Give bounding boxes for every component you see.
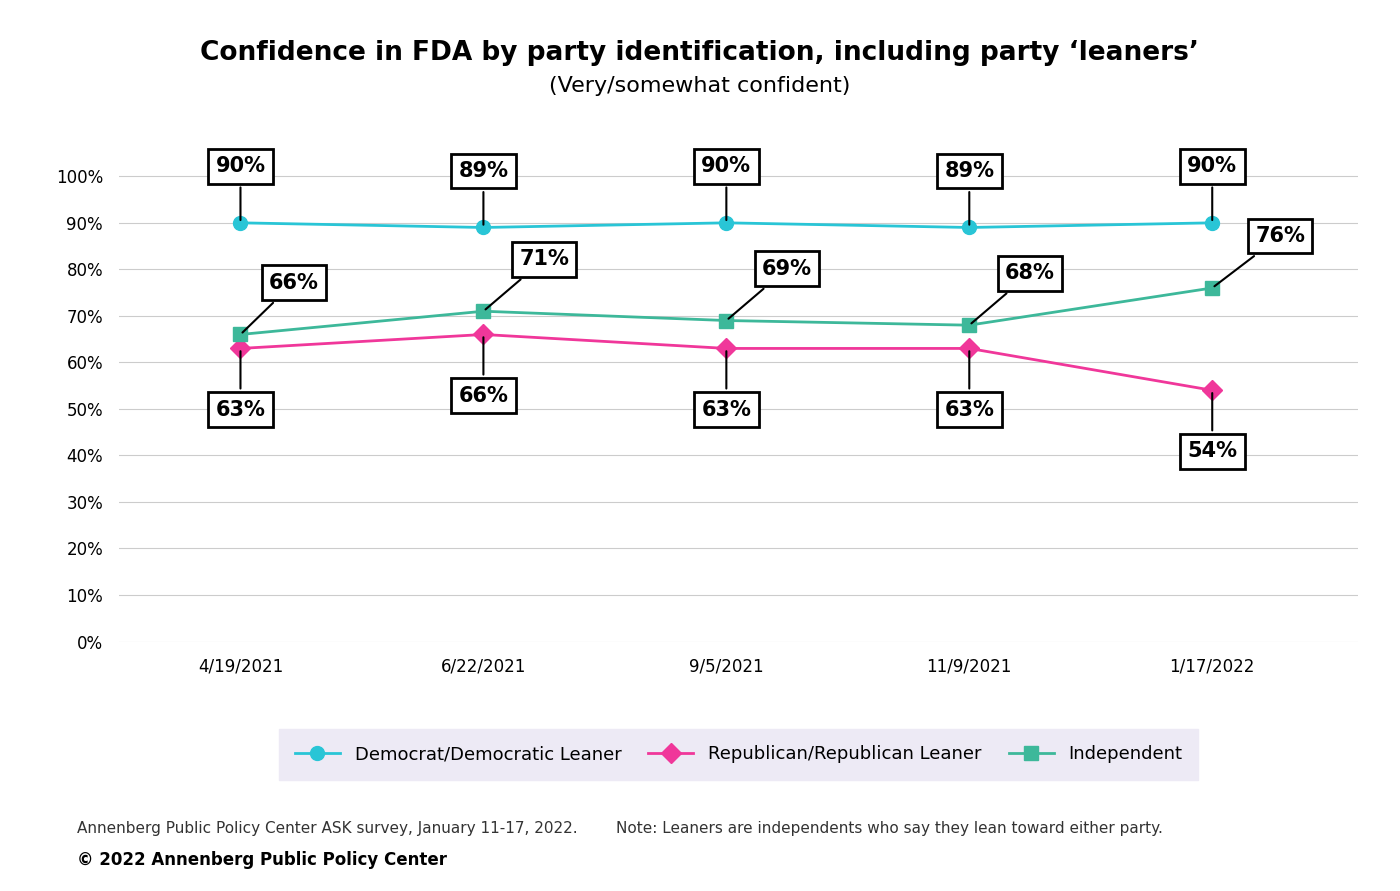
Text: 71%: 71% [486,249,568,309]
Legend: Democrat/Democratic Leaner, Republican/Republican Leaner, Independent: Democrat/Democratic Leaner, Republican/R… [279,729,1198,780]
Text: 90%: 90% [216,156,266,220]
Text: 89%: 89% [458,161,508,225]
Text: 90%: 90% [701,156,752,220]
Text: © 2022 Annenberg Public Policy Center: © 2022 Annenberg Public Policy Center [77,851,447,869]
Text: 63%: 63% [216,351,266,420]
Text: 66%: 66% [242,273,319,332]
Text: 68%: 68% [972,264,1056,323]
Text: Annenberg Public Policy Center ASK survey, January 11-17, 2022.: Annenberg Public Policy Center ASK surve… [77,821,578,836]
Text: 76%: 76% [1214,226,1305,286]
Text: 66%: 66% [458,338,508,405]
Text: Note: Leaners are independents who say they lean toward either party.: Note: Leaners are independents who say t… [616,821,1163,836]
Text: 69%: 69% [728,258,812,319]
Text: Confidence in FDA by party identification, including party ‘leaners’: Confidence in FDA by party identificatio… [200,40,1200,66]
Text: (Very/somewhat confident): (Very/somewhat confident) [549,76,851,95]
Text: 63%: 63% [945,351,994,420]
Text: 54%: 54% [1187,393,1238,462]
Text: 89%: 89% [944,161,994,225]
Text: 63%: 63% [701,351,752,420]
Text: 90%: 90% [1187,156,1238,220]
